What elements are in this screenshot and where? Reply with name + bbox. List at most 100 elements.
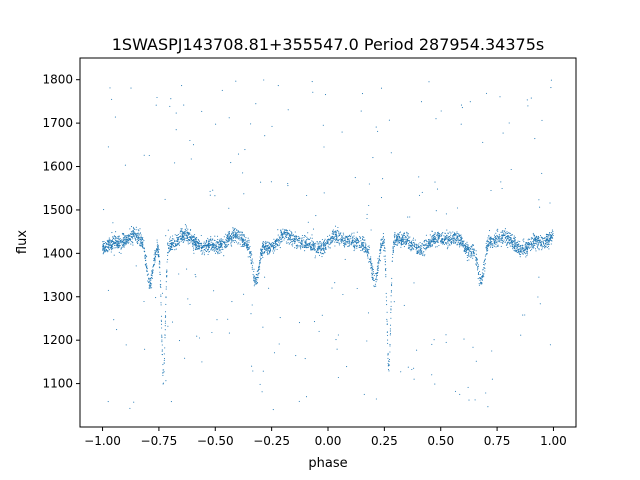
data-point	[360, 110, 362, 112]
data-point	[236, 232, 238, 234]
data-point	[116, 241, 118, 243]
data-point	[231, 245, 233, 247]
data-point	[416, 250, 418, 252]
data-point	[535, 236, 537, 238]
data-point	[156, 241, 158, 243]
data-point	[436, 233, 438, 235]
data-point	[425, 239, 427, 241]
data-point	[263, 248, 265, 250]
data-point	[227, 240, 229, 242]
data-point	[201, 252, 204, 254]
data-point	[102, 247, 104, 249]
data-point	[194, 274, 196, 276]
data-point	[535, 241, 537, 243]
data-point	[387, 369, 390, 371]
data-point	[300, 239, 303, 241]
data-point	[232, 232, 234, 234]
data-point	[323, 241, 325, 243]
data-point	[161, 344, 163, 346]
data-point	[526, 247, 528, 249]
data-point	[317, 246, 319, 248]
data-point	[183, 234, 186, 236]
data-point	[366, 213, 368, 215]
data-point	[500, 231, 502, 233]
data-point	[137, 235, 139, 237]
data-point	[364, 245, 366, 247]
x-tick-label: −0.50	[197, 434, 234, 448]
data-point	[266, 247, 268, 249]
data-point	[118, 251, 120, 253]
data-point	[170, 243, 172, 245]
data-point	[539, 241, 541, 243]
data-point	[351, 237, 353, 239]
data-point	[141, 237, 144, 239]
data-point	[434, 242, 436, 245]
data-point	[485, 254, 487, 256]
data-point	[103, 251, 105, 253]
data-point	[463, 240, 465, 242]
data-point	[347, 241, 349, 243]
data-point	[299, 241, 301, 243]
data-point	[425, 243, 428, 245]
data-point	[157, 245, 159, 247]
data-point	[290, 235, 292, 237]
data-point	[476, 269, 479, 271]
data-point	[389, 345, 391, 347]
data-point	[266, 245, 269, 247]
data-point	[524, 243, 527, 245]
data-point	[234, 233, 236, 235]
data-point	[113, 247, 115, 249]
data-point	[494, 236, 496, 238]
data-point	[392, 246, 394, 248]
data-point	[290, 231, 292, 233]
data-point	[251, 304, 253, 306]
data-point	[177, 237, 180, 239]
y-tick-label: 1400	[42, 246, 73, 260]
data-point	[259, 256, 261, 258]
data-point	[313, 248, 315, 250]
data-point	[227, 318, 229, 320]
data-point	[143, 154, 145, 156]
data-point	[444, 232, 446, 235]
data-point	[302, 246, 304, 248]
data-point	[133, 228, 135, 230]
data-point	[496, 239, 498, 241]
data-point	[547, 245, 550, 247]
data-point	[395, 235, 397, 237]
data-point	[160, 315, 163, 317]
data-point	[187, 233, 190, 235]
data-point	[426, 248, 428, 250]
data-point	[518, 250, 520, 252]
data-point	[506, 238, 508, 240]
data-point	[219, 240, 221, 242]
data-point	[252, 262, 254, 264]
data-point	[203, 241, 205, 243]
data-point	[118, 238, 120, 240]
data-point	[294, 239, 296, 241]
data-point	[229, 238, 231, 240]
data-point	[337, 240, 339, 242]
data-point	[172, 244, 174, 246]
data-point	[459, 245, 461, 247]
data-point	[151, 287, 153, 289]
data-point	[402, 239, 405, 241]
data-point	[549, 236, 551, 238]
y-tick-label: 1100	[42, 377, 73, 391]
data-point	[186, 230, 188, 232]
data-point	[524, 244, 526, 246]
data-point	[175, 112, 177, 114]
data-point	[438, 244, 440, 247]
data-point	[337, 334, 339, 336]
data-point	[379, 249, 381, 251]
data-point	[315, 215, 317, 217]
data-point	[253, 280, 255, 282]
data-point	[463, 244, 465, 246]
data-point	[512, 246, 514, 248]
data-point	[335, 339, 337, 341]
data-point	[250, 313, 252, 315]
data-point	[551, 233, 554, 236]
data-point	[515, 250, 517, 252]
data-point	[122, 244, 124, 247]
data-point	[374, 286, 376, 288]
data-point	[544, 237, 546, 239]
